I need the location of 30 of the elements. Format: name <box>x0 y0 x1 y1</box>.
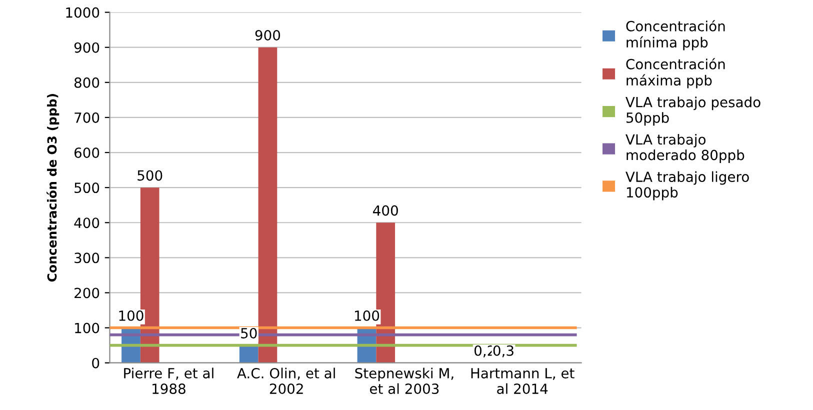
legend-label: VLA trabajo ligero 100ppb <box>626 171 749 200</box>
y-tick-label: 200 <box>74 288 100 298</box>
legend-label: Concentración mínima ppb <box>626 20 725 50</box>
legend-label: Concentración máxima ppb <box>626 58 725 88</box>
y-tick-label: 600 <box>74 147 100 158</box>
y-tick-label: 400 <box>74 218 100 228</box>
data-label: 50 <box>241 328 257 338</box>
y-tick-label: 900 <box>74 42 100 53</box>
data-label: 0,3 <box>493 345 514 358</box>
legend-label: VLA trabajo pesado 50ppb <box>626 96 760 126</box>
bar <box>258 47 278 363</box>
y-tick-label: 100 <box>75 322 100 334</box>
x-tick-label: Stepnewski M, et al 2003 <box>355 368 454 394</box>
y-axis-title: Concentración de O3 (ppb) <box>46 94 60 282</box>
data-label: 900 <box>255 30 280 40</box>
y-tick-label: 1000 <box>66 7 100 18</box>
bar <box>239 345 258 363</box>
y-tick-label: 500 <box>74 182 100 194</box>
y-tick-label: 800 <box>74 77 100 88</box>
data-label: 500 <box>138 170 162 181</box>
data-label: 100 <box>119 310 144 321</box>
y-tick-label: 700 <box>74 112 100 123</box>
data-label: 100 <box>355 310 380 321</box>
y-tick-label: 300 <box>74 252 100 264</box>
y-tick-label: 0 <box>92 358 100 368</box>
x-tick-label: A.C. Olin, et al 2002 <box>237 368 335 394</box>
x-tick-label: Hartmann L, et al 2014 <box>471 368 574 394</box>
x-tick-label: Pierre F, et al 1988 <box>124 368 214 394</box>
legend-label: VLA trabajo moderado 80ppb <box>626 134 744 163</box>
data-label: 400 <box>373 205 398 216</box>
